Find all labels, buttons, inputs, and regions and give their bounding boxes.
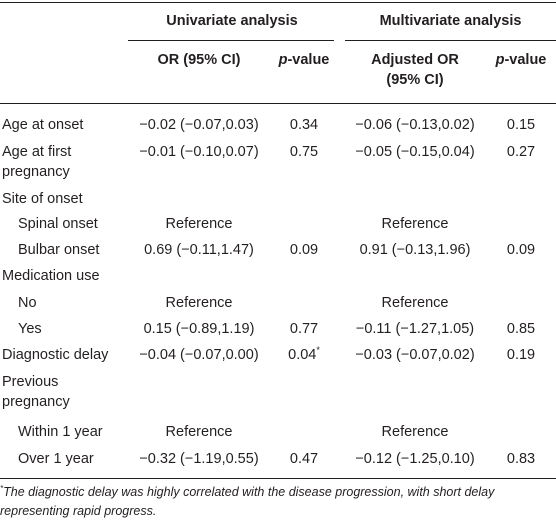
adjusted-or-cell: −0.03 (−0.07,0.02)	[355, 347, 475, 363]
adjusted-or-cell: −0.05 (−0.15,0.04)	[355, 144, 475, 160]
row-label: Age at first pregnancy	[2, 144, 72, 180]
multivariate-group-rule	[345, 40, 556, 41]
adjusted-or-cell: Reference	[381, 216, 449, 232]
or-cell: Reference	[165, 424, 233, 440]
row-label: Site of onset	[2, 191, 83, 207]
or-cell: −0.01 (−0.10,0.07)	[139, 144, 259, 160]
adjusted-p-cell: 0.83	[506, 451, 536, 467]
adjusted-or-cell: Reference	[381, 295, 449, 311]
adjusted-or-header: Adjusted OR (95% CI)	[371, 52, 459, 88]
row-label: Bulbar onset	[18, 242, 100, 258]
or-cell: −0.32 (−1.19,0.55)	[139, 451, 259, 467]
p-cell: 0.09	[289, 242, 319, 258]
or-cell: −0.04 (−0.07,0.00)	[139, 347, 259, 363]
adjusted-or-cell: −0.12 (−1.25,0.10)	[355, 451, 475, 467]
row-label: Yes	[18, 321, 42, 337]
footnote-marker: *	[316, 345, 320, 356]
row-label: Within 1 year	[18, 424, 103, 440]
adjusted-p-cell: 0.85	[506, 321, 536, 337]
header-rule	[0, 103, 556, 104]
adjusted-or-cell: Reference	[381, 424, 449, 440]
table-footnote: *The diagnostic delay was highly correla…	[0, 483, 495, 518]
p-value-header-1: p-value	[278, 52, 330, 68]
row-label: Medication use	[2, 268, 100, 284]
or-header: OR (95% CI)	[157, 52, 241, 68]
adjusted-p-cell: 0.19	[506, 347, 536, 363]
p-value-header-2: p-value	[495, 52, 547, 68]
p-cell: 0.75	[289, 144, 319, 160]
or-cell: Reference	[165, 295, 233, 311]
adjusted-or-cell: 0.91 (−0.13,1.96)	[359, 242, 471, 258]
adjusted-p-cell: 0.27	[506, 144, 536, 160]
or-cell: 0.69 (−0.11,1.47)	[144, 242, 254, 258]
univariate-group-rule	[128, 40, 334, 41]
p-cell: 0.47	[289, 451, 319, 467]
row-label: No	[18, 295, 37, 311]
multivariate-header: Multivariate analysis	[379, 13, 522, 29]
top-rule	[0, 2, 556, 3]
p-cell: 0.34	[289, 117, 319, 133]
or-cell: −0.02 (−0.07,0.03)	[139, 117, 259, 133]
adjusted-p-cell: 0.15	[506, 117, 536, 133]
adjusted-p-cell: 0.09	[506, 242, 536, 258]
row-label: Diagnostic delay	[2, 347, 109, 363]
row-label: Over 1 year	[18, 451, 94, 467]
univariate-header: Univariate analysis	[166, 13, 298, 29]
row-label: Previous pregnancy	[2, 374, 70, 410]
or-cell: 0.15 (−0.89,1.19)	[143, 321, 255, 337]
or-cell: Reference	[165, 216, 233, 232]
p-cell: 0.77	[289, 321, 319, 337]
footnote-marker: *	[0, 483, 4, 493]
row-label: Age at onset	[2, 117, 84, 133]
adjusted-or-cell: −0.11 (−1.27,1.05)	[355, 321, 475, 337]
p-cell: 0.04*	[288, 345, 320, 363]
adjusted-or-cell: −0.06 (−0.13,0.02)	[355, 117, 475, 133]
row-label: Spinal onset	[18, 216, 98, 232]
bottom-rule	[0, 478, 556, 479]
